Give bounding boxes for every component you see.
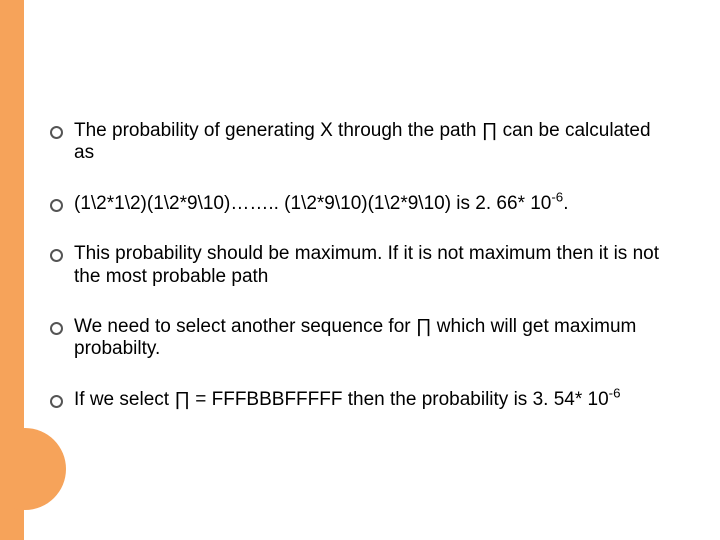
list-item: If we select ∏ = FFFBBBFFFFF then the pr… <box>50 389 670 411</box>
slide-content: The probability of generating X through … <box>50 120 670 439</box>
decorative-circle <box>0 428 66 510</box>
list-item: (1\2*1\2)(1\2*9\10)…….. (1\2*9\10)(1\2*9… <box>50 193 670 215</box>
list-item: We need to select another sequence for ∏… <box>50 316 670 361</box>
bullet-list: The probability of generating X through … <box>50 120 670 411</box>
list-item: The probability of generating X through … <box>50 120 670 165</box>
list-item: This probability should be maximum. If i… <box>50 243 670 288</box>
